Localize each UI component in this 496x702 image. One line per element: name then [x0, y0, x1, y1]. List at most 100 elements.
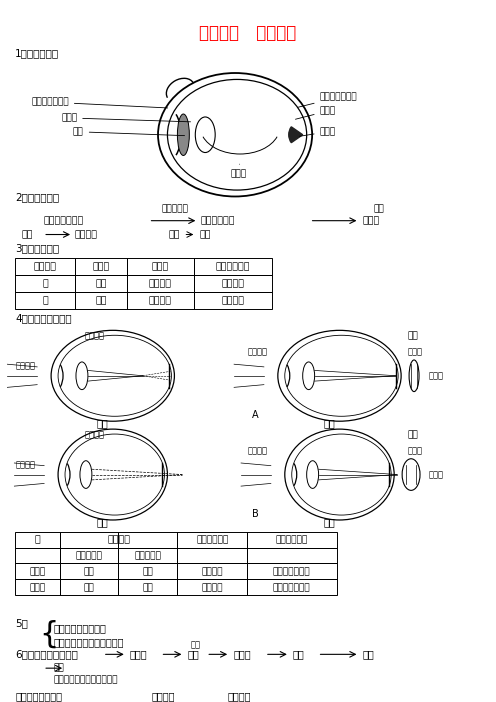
- Bar: [60, 564, 118, 579]
- Text: 听小骨: 听小骨: [233, 649, 250, 659]
- Text: 振动: 振动: [190, 640, 200, 649]
- Text: 传导: 传导: [21, 230, 33, 239]
- Text: 眼球变短: 眼球变短: [85, 430, 105, 439]
- Text: 形成: 形成: [169, 230, 180, 239]
- Bar: [60, 532, 118, 548]
- Text: 合理用脑   高效学习: 合理用脑 高效学习: [199, 24, 297, 42]
- Bar: [15, 579, 60, 595]
- Text: 远视眼: 远视眼: [30, 583, 46, 592]
- Bar: [247, 532, 336, 548]
- Text: 角膜: 角膜: [73, 127, 185, 136]
- Text: 听觉形成: 听觉形成: [227, 691, 250, 701]
- Text: 5、: 5、: [15, 618, 28, 628]
- Text: 睫状肌: 睫状肌: [92, 263, 110, 272]
- Text: 正常位置: 正常位置: [248, 347, 268, 357]
- Bar: [118, 548, 178, 564]
- Text: 正常位置: 正常位置: [15, 461, 35, 469]
- Text: 矫正: 矫正: [324, 418, 335, 428]
- Text: 过大: 过大: [83, 567, 94, 576]
- Text: 视觉中枢: 视觉中枢: [75, 230, 98, 239]
- Bar: [126, 275, 194, 292]
- Text: 凸透镜: 凸透镜: [407, 446, 422, 456]
- Text: 戴适度的凹透镜: 戴适度的凹透镜: [273, 583, 310, 592]
- Bar: [60, 579, 118, 595]
- Text: 脉络膜: 脉络膜: [296, 107, 336, 119]
- Bar: [178, 564, 247, 579]
- Text: 凸度减小: 凸度减小: [149, 279, 172, 289]
- Text: 视网膜后: 视网膜后: [201, 583, 223, 592]
- Text: B: B: [252, 509, 259, 519]
- Text: 外耳道: 外耳道: [129, 649, 147, 659]
- Text: 视神经: 视神经: [363, 216, 379, 225]
- Bar: [15, 292, 75, 309]
- Text: 近视眼: 近视眼: [30, 567, 46, 576]
- Bar: [194, 275, 272, 292]
- Text: 内耳：半规管、前庭、耳蜗: 内耳：半规管、前庭、耳蜗: [53, 675, 118, 684]
- Text: 正常位置: 正常位置: [248, 446, 268, 456]
- Bar: [194, 292, 272, 309]
- Text: 4、近视眼和远视眼: 4、近视眼和远视眼: [15, 314, 72, 324]
- Bar: [178, 548, 247, 564]
- Text: 晶状体折射: 晶状体折射: [162, 204, 189, 213]
- Text: 玻璃体: 玻璃体: [230, 164, 246, 179]
- Text: {: {: [39, 620, 59, 649]
- Text: 近视镜: 近视镜: [429, 371, 444, 380]
- Text: 晶状体凸度: 晶状体凸度: [75, 552, 102, 561]
- Text: 内耳：半规管、前庭、耳蜗: 内耳：半规管、前庭、耳蜗: [53, 637, 124, 647]
- Text: 与听觉有关的神经: 与听觉有关的神经: [15, 691, 62, 701]
- Text: 近: 近: [42, 296, 48, 305]
- Text: 收缩: 收缩: [95, 296, 107, 305]
- Text: 清晰物像位置: 清晰物像位置: [196, 536, 228, 545]
- Text: 矫正: 矫正: [407, 332, 418, 340]
- Bar: [75, 292, 126, 309]
- Bar: [118, 532, 178, 548]
- Text: 过长: 过长: [142, 567, 153, 576]
- Text: A: A: [252, 410, 258, 420]
- Text: 视网膜上: 视网膜上: [222, 279, 245, 289]
- Text: 病理原因: 病理原因: [107, 536, 130, 545]
- Bar: [126, 292, 194, 309]
- Text: 矫正: 矫正: [324, 517, 335, 527]
- Text: 2、视觉的形成: 2、视觉的形成: [15, 192, 60, 202]
- Text: 凹透镜: 凹透镜: [407, 347, 422, 357]
- Text: 戴适度的凸透镜: 戴适度的凸透镜: [273, 567, 310, 576]
- Text: 远视镜: 远视镜: [429, 470, 444, 479]
- Text: 6、听觉的形成：声波: 6、听觉的形成：声波: [15, 649, 78, 659]
- Bar: [15, 258, 75, 275]
- Text: 正常位置: 正常位置: [15, 362, 35, 371]
- Text: 舒张: 舒张: [95, 279, 107, 289]
- Text: 物体反射的光线: 物体反射的光线: [43, 216, 83, 225]
- Text: 矫正（眼镜）: 矫正（眼镜）: [276, 536, 308, 545]
- Text: 清晰物像位置: 清晰物像位置: [216, 263, 250, 272]
- Bar: [75, 258, 126, 275]
- Text: 耳蜗: 耳蜗: [293, 649, 305, 659]
- Bar: [118, 564, 178, 579]
- Text: 视网膜: 视网膜: [300, 127, 336, 136]
- Text: 矫正: 矫正: [407, 430, 418, 439]
- Bar: [15, 548, 60, 564]
- Bar: [247, 564, 336, 579]
- Text: 冲动: 冲动: [363, 649, 374, 659]
- Text: 鼓膜: 鼓膜: [187, 649, 199, 659]
- Text: 晶状体: 晶状体: [152, 263, 169, 272]
- Bar: [15, 275, 75, 292]
- Text: 视觉: 视觉: [199, 230, 211, 239]
- Bar: [60, 548, 118, 564]
- Text: 1、眼球的结构: 1、眼球的结构: [15, 48, 60, 58]
- Bar: [15, 532, 60, 548]
- Text: 远视: 远视: [97, 517, 109, 527]
- Text: 眼球变长: 眼球变长: [85, 332, 105, 340]
- Text: 凸度增大: 凸度增大: [149, 296, 172, 305]
- Text: 外耳：耳廓、外耳道: 外耳：耳廓、外耳道: [53, 623, 106, 634]
- Bar: [118, 579, 178, 595]
- Text: 过小: 过小: [83, 583, 94, 592]
- Text: （黑眼球）虹膜: （黑眼球）虹膜: [31, 98, 168, 108]
- Bar: [247, 548, 336, 564]
- Text: 视网膜前: 视网膜前: [201, 567, 223, 576]
- Ellipse shape: [178, 114, 189, 155]
- Bar: [126, 258, 194, 275]
- Text: 成像于视网膜: 成像于视网膜: [200, 216, 235, 225]
- Bar: [178, 532, 247, 548]
- Text: 眼球前后径: 眼球前后径: [134, 552, 161, 561]
- Bar: [15, 564, 60, 579]
